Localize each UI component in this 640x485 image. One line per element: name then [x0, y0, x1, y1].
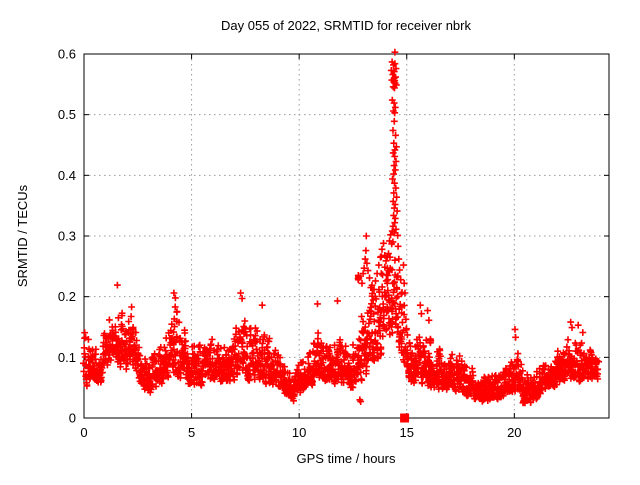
y-tick-label: 0.5 [58, 107, 76, 122]
y-axis-label: SRMTID / TECUs [15, 184, 30, 287]
y-tick-label: 0.4 [58, 168, 76, 183]
y-tick-label: 0.6 [58, 47, 76, 62]
x-tick-label: 5 [188, 425, 195, 440]
y-tick-label: 0.2 [58, 289, 76, 304]
x-tick-label: 0 [80, 425, 87, 440]
x-tick-label: 15 [400, 425, 414, 440]
axes: 0 5 10 15 20 0 0.1 0.2 0.3 0.4 0.5 0.6 [58, 47, 610, 440]
grid-lines [84, 54, 609, 418]
x-tick-label: 20 [507, 425, 521, 440]
y-tick-label: 0.3 [58, 229, 76, 244]
chart-title: Day 055 of 2022, SRMTID for receiver nbr… [221, 18, 471, 33]
x-tick-label: 10 [292, 425, 306, 440]
y-tick-label: 0.1 [58, 350, 76, 365]
axis-marker-square [400, 413, 410, 423]
data-points-path [80, 48, 603, 407]
x-axis-label: GPS time / hours [297, 451, 396, 466]
data-points [80, 48, 603, 423]
y-tick-label: 0 [69, 411, 76, 426]
